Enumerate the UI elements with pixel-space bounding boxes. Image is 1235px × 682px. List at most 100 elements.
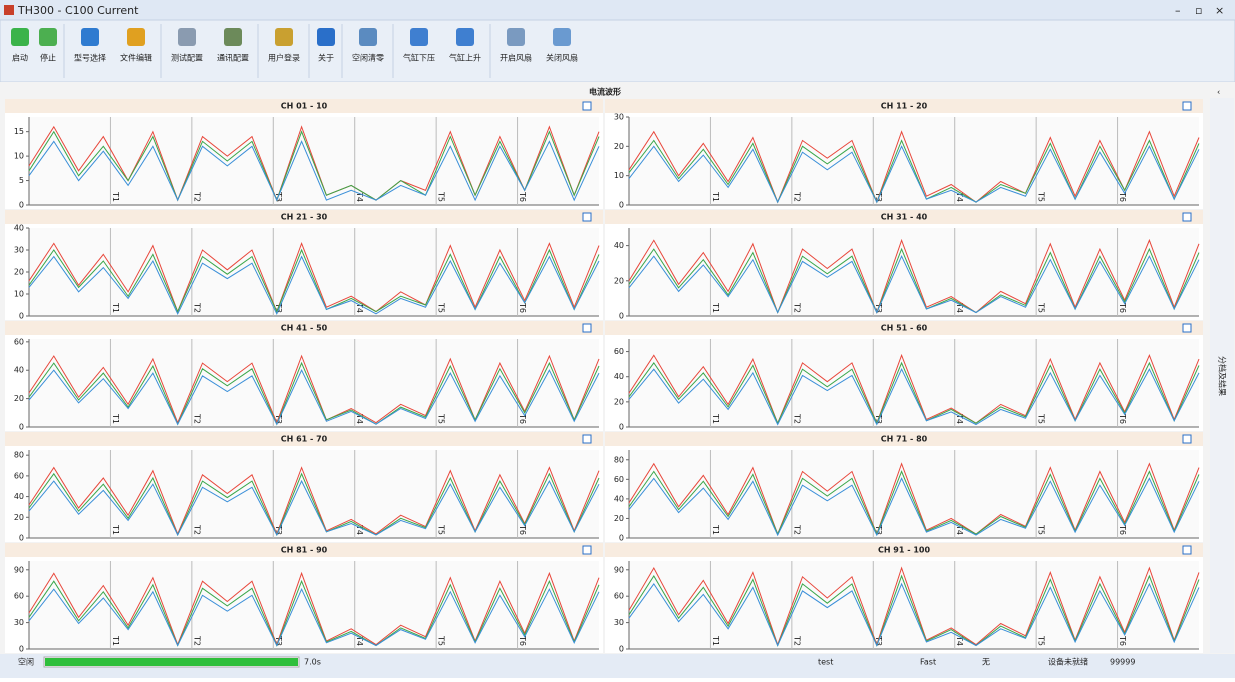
series-line	[628, 566, 1200, 647]
toolbar-button[interactable]: 用户登录	[268, 53, 300, 63]
y-tick-label: 0	[619, 201, 624, 210]
toolbar-icon[interactable]	[178, 28, 196, 46]
section-label: T6	[1118, 302, 1127, 313]
y-tick-label: 60	[614, 347, 624, 356]
section-label: T5	[437, 191, 446, 202]
chart-header	[5, 210, 603, 224]
y-tick-label: 0	[619, 645, 624, 654]
section-label: T1	[711, 302, 720, 313]
section-label: T2	[192, 413, 201, 424]
toolbar-button[interactable]: 通讯配置	[217, 53, 249, 63]
series-line	[628, 462, 1200, 536]
section-label: T4	[955, 191, 964, 202]
minimize-button[interactable]: –	[1175, 4, 1181, 17]
y-tick-label: 60	[614, 475, 624, 484]
toolbar-button[interactable]: 空闲清零	[352, 53, 384, 63]
toolbar-icon[interactable]	[81, 28, 99, 46]
toolbar-icon[interactable]	[507, 28, 525, 46]
toolbar-button[interactable]: 关于	[318, 53, 334, 63]
section-label: T5	[1037, 413, 1046, 424]
chart-menu-icon[interactable]	[582, 434, 592, 444]
toolbar-button[interactable]: 停止	[40, 53, 56, 63]
series-line	[28, 479, 600, 537]
series-line	[28, 354, 600, 425]
toolbar-button[interactable]: 文件编辑	[120, 53, 152, 63]
y-tick-label: 20	[614, 514, 624, 523]
chart-header	[5, 432, 603, 446]
series-line	[628, 238, 1200, 314]
chart-menu-icon[interactable]	[582, 101, 592, 111]
y-tick-label: 0	[619, 312, 624, 321]
section-label: T1	[111, 524, 120, 535]
chart-header	[5, 99, 603, 113]
toolbar-button[interactable]: 气缸下压	[403, 53, 435, 63]
chart-menu-icon[interactable]	[1182, 212, 1192, 222]
collapse-arrow[interactable]: ‹	[1217, 88, 1220, 97]
y-tick-label: 40	[14, 492, 24, 501]
series-line	[28, 369, 600, 426]
section-label: T5	[1037, 635, 1046, 646]
toolbar	[0, 19, 1235, 83]
status-device: 设备未就绪	[1048, 657, 1088, 667]
side-tab[interactable]	[1210, 98, 1234, 653]
y-tick-label: 40	[614, 241, 624, 250]
section-label: T6	[1118, 413, 1127, 424]
side-tab-label[interactable]: 分档及结果	[1218, 356, 1228, 396]
chart-menu-icon[interactable]	[1182, 434, 1192, 444]
section-label: T2	[792, 191, 801, 202]
y-tick-label: 40	[14, 224, 24, 233]
series-line	[628, 254, 1200, 314]
y-tick-label: 20	[614, 397, 624, 406]
restore-button[interactable]: ▫	[1195, 4, 1202, 17]
window-title: TH300 - C100 Current	[17, 4, 139, 17]
toolbar-icon[interactable]	[553, 28, 571, 46]
section-label: T4	[355, 191, 364, 202]
chart-header	[605, 210, 1203, 224]
toolbar-button[interactable]: 关闭风扇	[546, 53, 578, 63]
section-label: T6	[1118, 635, 1127, 646]
section-label: T2	[192, 635, 201, 646]
toolbar-button[interactable]: 型号选择	[74, 53, 106, 63]
section-label: T2	[792, 524, 801, 535]
section-label: T6	[518, 635, 527, 646]
chart-title: CH 91 - 100	[878, 546, 931, 555]
section-label: T4	[355, 413, 364, 424]
toolbar-icon[interactable]	[224, 28, 242, 46]
chart-menu-icon[interactable]	[1182, 545, 1192, 555]
toolbar-button[interactable]: 开启风扇	[500, 53, 532, 63]
chart-menu-icon[interactable]	[582, 545, 592, 555]
section-label: T2	[792, 302, 801, 313]
chart-menu-icon[interactable]	[582, 323, 592, 333]
plot-area	[629, 228, 1199, 316]
toolbar-icon[interactable]	[11, 28, 29, 46]
y-tick-label: 80	[14, 451, 24, 460]
app-icon	[4, 5, 14, 15]
series-line	[628, 130, 1200, 204]
section-label: T4	[955, 524, 964, 535]
toolbar-icon[interactable]	[359, 28, 377, 46]
toolbar-button[interactable]: 启动	[12, 53, 28, 63]
section-label: T1	[711, 635, 720, 646]
chart-menu-icon[interactable]	[582, 212, 592, 222]
chart-menu-icon[interactable]	[1182, 101, 1192, 111]
chart-menu-icon[interactable]	[1182, 323, 1192, 333]
toolbar-icon[interactable]	[127, 28, 145, 46]
chart-title: CH 71 - 80	[881, 435, 928, 444]
chart-title: CH 41 - 50	[281, 324, 328, 333]
y-tick-label: 10	[14, 152, 24, 161]
toolbar-icon[interactable]	[39, 28, 57, 46]
toolbar-icon[interactable]	[317, 28, 335, 46]
toolbar-icon[interactable]	[410, 28, 428, 46]
section-label: T1	[711, 191, 720, 202]
toolbar-icon[interactable]	[456, 28, 474, 46]
close-button[interactable]: ×	[1215, 4, 1224, 17]
y-tick-label: 90	[614, 565, 624, 574]
toolbar-button[interactable]: 测试配置	[171, 53, 203, 63]
y-tick-label: 30	[14, 246, 24, 255]
toolbar-icon[interactable]	[275, 28, 293, 46]
title-bar	[0, 0, 1235, 20]
section-label: T5	[437, 413, 446, 424]
status-file: test	[818, 658, 833, 667]
toolbar-button[interactable]: 气缸上升	[449, 53, 481, 63]
